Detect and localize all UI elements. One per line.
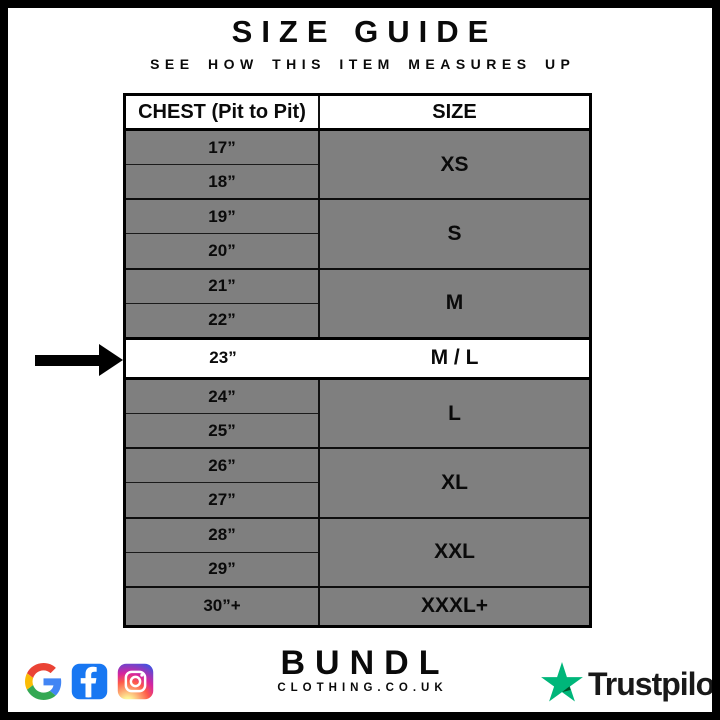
table-row-group-s: 19” 20” S [126, 198, 589, 268]
size-guide-table: CHEST (Pit to Pit) SIZE 17” 18” XS 19” 2… [123, 93, 592, 628]
chest-value: 18” [126, 164, 318, 198]
chest-value-highlighted: 23” [209, 348, 237, 368]
chest-value: 27” [126, 482, 318, 516]
table-row-group-xs: 17” 18” XS [126, 131, 589, 199]
table-row-group-xxl: 28” 29” XXL [126, 516, 589, 586]
column-header-size: SIZE [432, 100, 477, 123]
size-value: S [447, 221, 462, 245]
chest-value: 29” [126, 551, 318, 586]
column-header-chest: CHEST (Pit to Pit) [126, 96, 320, 128]
chest-value: 21” [208, 276, 236, 296]
size-value: XS [440, 152, 469, 176]
chest-value: 25” [126, 413, 318, 447]
chest-value: 26” [208, 455, 236, 475]
chest-value: 30”+ [203, 596, 241, 616]
chest-value: 22” [126, 302, 318, 337]
size-value-highlighted: M / L [430, 346, 479, 370]
table-row-group-l: 24” 25” L [126, 376, 589, 448]
size-value: L [448, 401, 461, 425]
table-row-group-xl: 26” 27” XL [126, 447, 589, 517]
chest-value: 20” [126, 233, 318, 267]
page-title: SIZE GUIDE [231, 14, 498, 49]
table-row-group-xxxl: 30”+ XXXL+ [126, 585, 589, 625]
size-value: XXXL+ [420, 594, 489, 618]
size-value: XXL [434, 540, 475, 564]
brand-domain: CLOTHING.CO.UK [277, 682, 448, 694]
facebook-icon [71, 663, 108, 700]
trustpilot-logo: Trustpilot [541, 662, 720, 707]
trustpilot-label: Trustpilot [588, 666, 720, 702]
table-header-row: CHEST (Pit to Pit) SIZE [126, 96, 589, 131]
brand-name: BUNDL [280, 644, 450, 682]
instagram-icon [117, 663, 154, 700]
social-icons [25, 663, 154, 700]
highlighted-row: 23” M / L [126, 336, 589, 377]
google-icon [25, 663, 62, 700]
chest-value: 17” [208, 137, 236, 157]
trustpilot-star-icon [541, 662, 583, 707]
size-value: XL [441, 470, 468, 494]
table-row-group-m: 21” 22” M [126, 267, 589, 337]
row-pointer-arrow-icon [35, 344, 123, 376]
brand-logo: BUNDL CLOTHING.CO.UK [0, 645, 720, 694]
page-subtitle: SEE HOW THIS ITEM MEASURES UP [150, 56, 576, 72]
chest-value: 24” [208, 386, 236, 406]
chest-value: 19” [208, 206, 236, 226]
chest-value: 28” [208, 525, 236, 545]
size-value: M [445, 291, 464, 315]
